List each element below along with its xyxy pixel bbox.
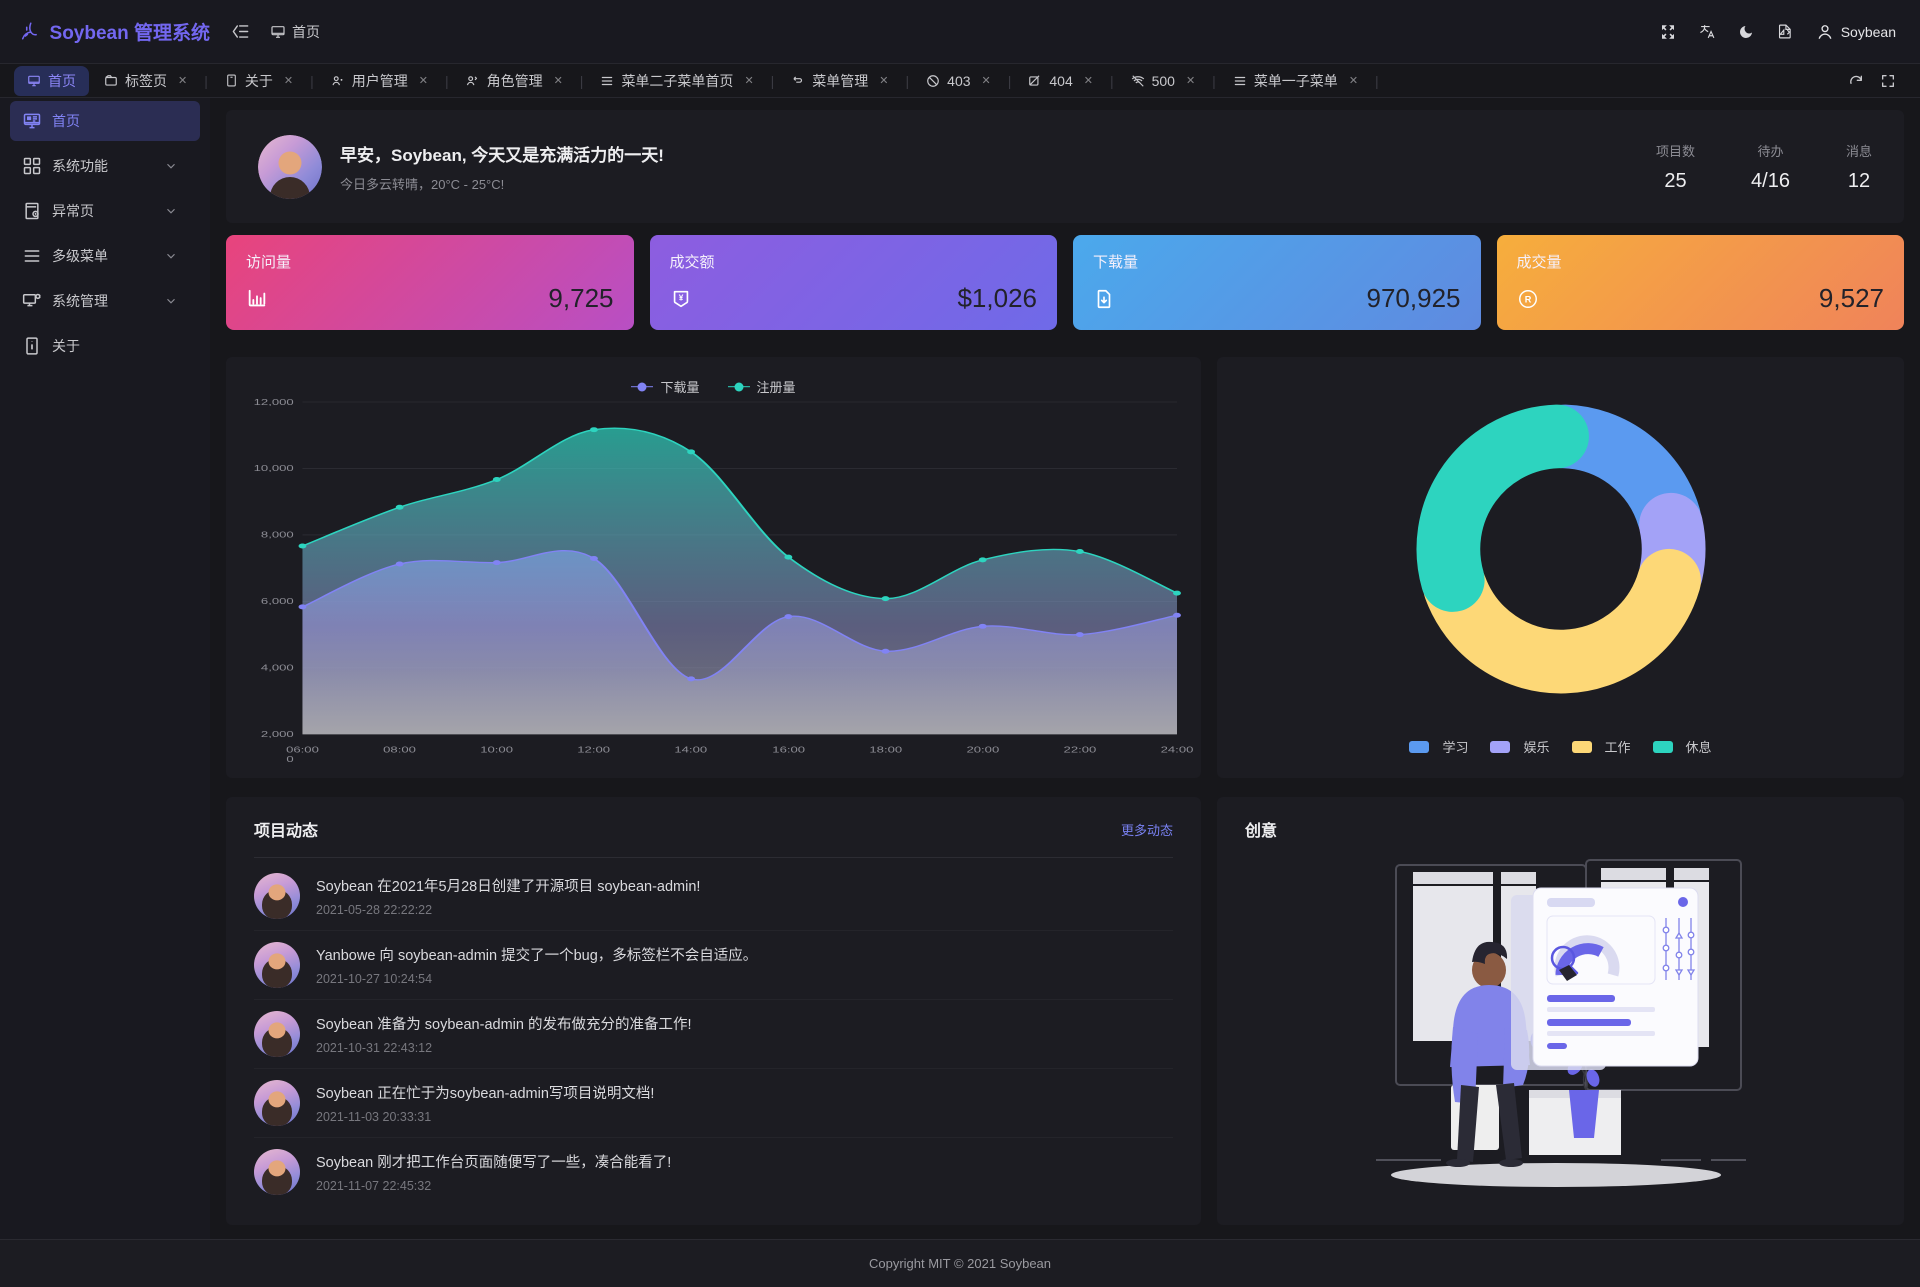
svg-text:16:00: 16:00 [772,746,805,755]
svg-text:4,000: 4,000 [261,664,294,673]
svg-text:20:00: 20:00 [966,746,999,755]
svg-text:10:00: 10:00 [480,746,513,755]
svg-text:18:00: 18:00 [869,746,902,755]
svg-text:14:00: 14:00 [674,746,707,755]
svg-text:¥: ¥ [678,293,683,302]
svg-text:12,000: 12,000 [254,398,294,407]
svg-text:8,000: 8,000 [261,531,294,540]
svg-text:0: 0 [286,755,293,764]
svg-text:22:00: 22:00 [1064,746,1097,755]
svg-text:12:00: 12:00 [577,746,610,755]
svg-text:R: R [1524,294,1531,304]
svg-text:24:00: 24:00 [1161,746,1194,755]
svg-text:6,000: 6,000 [261,597,294,606]
svg-text:08:00: 08:00 [383,746,416,755]
svg-text:10,000: 10,000 [254,464,294,473]
svg-text:06:00: 06:00 [286,746,319,755]
svg-text:2,000: 2,000 [261,730,294,739]
